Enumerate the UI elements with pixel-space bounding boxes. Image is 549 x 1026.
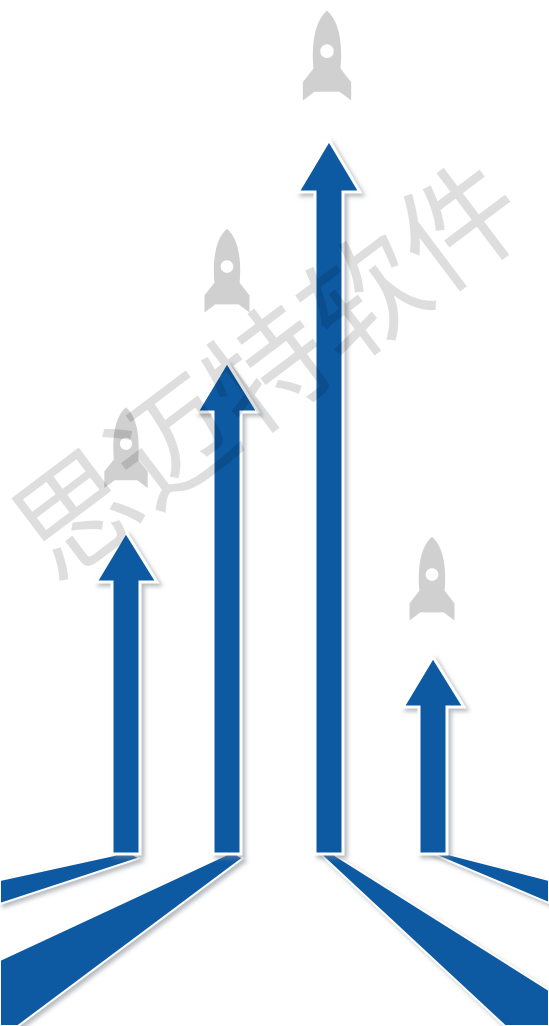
watermark-text: 思迈特软件 xyxy=(0,136,549,608)
floor-strip-4 xyxy=(427,851,549,905)
arrow-1 xyxy=(93,529,160,856)
arrows-group xyxy=(93,137,467,856)
arrow-2 xyxy=(194,359,261,856)
arrow-3 xyxy=(295,137,363,856)
rocket-icon xyxy=(409,536,455,621)
perspective-floor xyxy=(0,850,549,1026)
floor-strip-2 xyxy=(0,850,245,1026)
rocket-icon xyxy=(204,228,250,313)
floor-strip-1 xyxy=(0,850,143,906)
rocket-icon xyxy=(302,10,352,101)
arrow-4 xyxy=(400,654,467,856)
